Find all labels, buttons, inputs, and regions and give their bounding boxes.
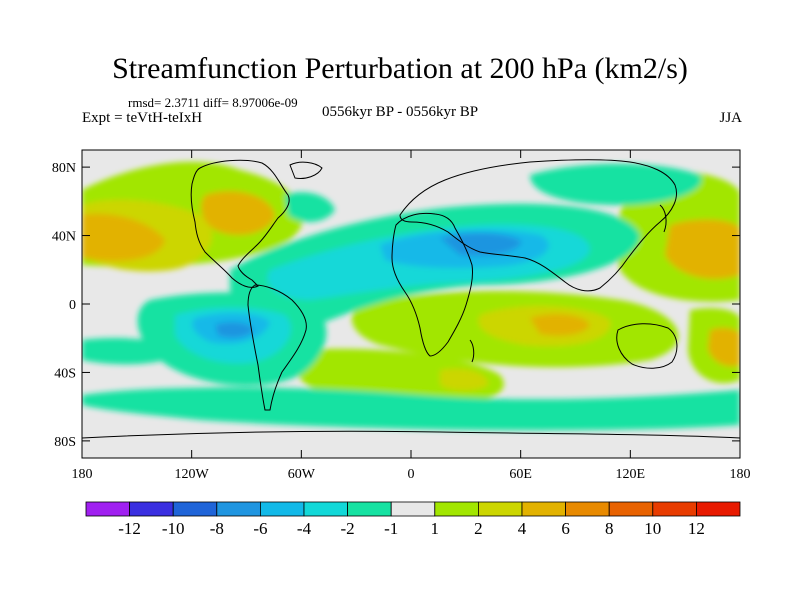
colorbar-label: -2 xyxy=(341,519,355,538)
colorbar-label: 12 xyxy=(688,519,705,538)
north-america xyxy=(190,159,290,288)
field-neg6-samerica xyxy=(215,322,254,338)
colorbar-swatch xyxy=(172,501,218,517)
period-label: 0556kyr BP - 0556kyr BP xyxy=(321,104,479,120)
antarctica xyxy=(82,430,740,439)
colorbar-label: -4 xyxy=(297,519,312,538)
field-pos6-wpacific xyxy=(665,219,740,279)
colorbar-label: -1 xyxy=(384,519,398,538)
y-tick-label: 0 xyxy=(69,298,76,313)
field-neg-spacific-w xyxy=(82,338,180,365)
colorbar-swatch xyxy=(85,501,130,517)
colorbar-swatch xyxy=(477,501,523,517)
colorbar-swatch xyxy=(303,501,348,517)
australia xyxy=(616,323,678,369)
japan xyxy=(659,204,667,233)
field-pos4-satlantic xyxy=(440,368,489,391)
colorbar-swatch xyxy=(390,501,436,517)
y-tick-label: 40N xyxy=(52,230,76,245)
field-pos6-spacific xyxy=(708,327,740,367)
chart-title: Streamfunction Perturbation at 200 hPa (… xyxy=(112,52,688,85)
madagascar xyxy=(469,339,475,363)
x-tick-label: 60W xyxy=(288,467,316,482)
colorbar-swatch xyxy=(652,501,697,517)
colorbar-swatch xyxy=(565,501,610,517)
colorbar-swatch xyxy=(259,501,305,517)
field-pos6-npacific xyxy=(82,213,165,261)
colorbar-swatch xyxy=(696,501,741,517)
map-field xyxy=(82,150,740,458)
colorbar: -12 -10 -8 -6 -4 -2 -1 1 2 4 6 8 10 12 xyxy=(85,501,741,538)
colorbar-label: -8 xyxy=(210,519,224,538)
africa xyxy=(391,212,473,357)
colorbar-label: 8 xyxy=(605,519,614,538)
x-tick-label: 180 xyxy=(730,467,751,482)
colorbar-swatch xyxy=(608,501,654,517)
stats-label: rmsd= 2.3711 diff= 8.97006e-09 xyxy=(128,95,298,110)
x-tick-label: 0 xyxy=(408,467,415,482)
south-america xyxy=(247,284,307,411)
colorbar-swatch xyxy=(129,501,174,517)
field-neg-southern xyxy=(82,387,740,431)
x-tick-label: 120W xyxy=(175,467,210,482)
x-tick-label: 60E xyxy=(509,467,532,482)
colorbar-swatch xyxy=(434,501,479,517)
experiment-label: Expt = teVtH-teIxH xyxy=(82,110,203,126)
x-tick-label: 120E xyxy=(616,467,646,482)
colorbar-swatch xyxy=(347,501,392,517)
colorbar-label: 2 xyxy=(474,519,483,538)
colorbar-label: 10 xyxy=(644,519,661,538)
colorbar-label: 4 xyxy=(518,519,527,538)
colorbar-label: -12 xyxy=(118,519,141,538)
greenland xyxy=(289,161,323,179)
season-label: JJA xyxy=(719,110,742,126)
colorbar-label: -6 xyxy=(253,519,267,538)
field-neg-siberia xyxy=(530,163,702,205)
colorbar-label: -10 xyxy=(162,519,185,538)
colorbar-label: 1 xyxy=(431,519,440,538)
y-tick-label: 80N xyxy=(52,161,76,176)
coastlines xyxy=(82,159,740,439)
colorbar-label: 6 xyxy=(561,519,570,538)
y-tick-label: 80S xyxy=(54,435,76,450)
field-pos6-indian xyxy=(530,314,590,336)
axis-ticks: 180 120W 60W 0 60E 120E 180 80N 40N 0 40S 80S xyxy=(52,150,751,482)
x-tick-label: 180 xyxy=(72,467,93,482)
y-tick-label: 40S xyxy=(54,366,76,381)
eurasia xyxy=(399,159,677,292)
colorbar-swatch xyxy=(521,501,566,517)
colorbar-swatch xyxy=(216,501,261,517)
field-neg-natlantic xyxy=(285,192,335,222)
field-pos6-namerica xyxy=(201,191,275,235)
